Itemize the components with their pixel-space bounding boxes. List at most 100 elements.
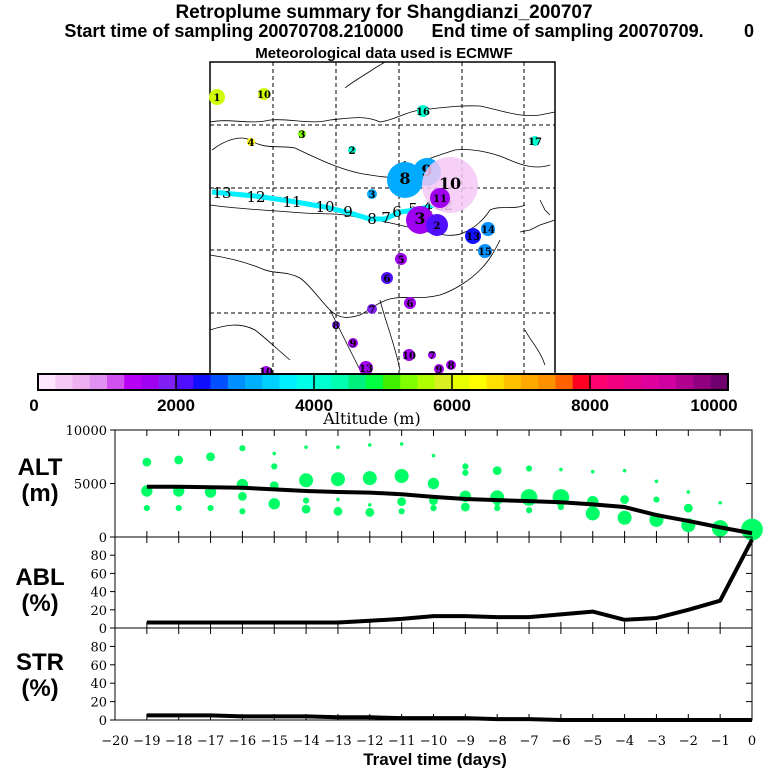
colorbar-swatch	[176, 374, 194, 390]
cluster-marker	[381, 272, 393, 284]
cluster-marker	[428, 351, 436, 359]
colorbar-swatch	[107, 374, 125, 390]
altitude-scatter-point	[557, 503, 565, 511]
altitude-scatter-point	[206, 452, 215, 462]
altitude-scatter-point	[303, 497, 310, 504]
colorbar-swatch	[521, 374, 539, 390]
trajectory-label: 13	[212, 184, 231, 202]
altitude-scatter-point	[368, 503, 372, 507]
altitude-scatter-point	[741, 518, 763, 541]
y-tick-label: 60	[90, 659, 107, 674]
alt-series-line	[146, 484, 753, 536]
colorbar-swatch	[641, 374, 660, 390]
colorbar-swatch	[590, 374, 608, 390]
colorbar-swatch	[314, 374, 332, 390]
colorbar-swatch	[158, 374, 177, 390]
x-tick-label: −17	[197, 734, 224, 749]
colorbar-swatch	[296, 374, 315, 390]
cluster-marker	[446, 360, 456, 370]
altitude-scatter-point	[398, 508, 405, 515]
colorbar-swatch	[141, 374, 160, 390]
colorbar-tick-label: 4000	[295, 396, 333, 415]
altitude-scatter-point	[330, 472, 345, 487]
x-tick-label: −7	[519, 734, 538, 749]
map: 13121110987654321 1104321617893101132141…	[209, 61, 556, 378]
colorbar-swatch	[693, 374, 712, 390]
x-tick-label: −14	[292, 734, 319, 749]
x-tick-label: −16	[229, 734, 256, 749]
altitude-scatter-point	[207, 505, 214, 512]
colorbar-swatch	[55, 374, 73, 390]
y-tick-label: 80	[90, 549, 107, 564]
altitude-scatter-point	[718, 500, 722, 505]
altitude-scatter-point	[617, 510, 632, 525]
altitude-scatter-point	[333, 506, 343, 516]
cluster-label: 11	[433, 194, 447, 205]
altitude-scatter-point	[460, 502, 470, 512]
colorbar-swatch	[365, 374, 384, 390]
abl-panel-title: ABL (%)	[0, 565, 80, 617]
y-tick-label: 40	[90, 586, 107, 601]
colorbar-swatch	[72, 374, 91, 390]
cluster-label: 8	[448, 361, 455, 372]
cluster-label: 5	[398, 255, 405, 266]
altitude-scatter-point	[362, 471, 377, 486]
colorbar-swatch	[245, 374, 263, 390]
colorbar-swatch	[331, 374, 349, 390]
cluster-marker	[367, 304, 377, 314]
x-tick-label: −12	[356, 734, 383, 749]
cluster-label: 9	[350, 339, 357, 350]
cluster-label: 3	[299, 130, 306, 141]
str-series-line	[146, 713, 752, 722]
end-time-tail: 0	[743, 21, 754, 41]
altitude-scatter-point	[394, 469, 409, 484]
cluster-label: 3	[369, 190, 376, 201]
cluster-marker	[395, 253, 407, 265]
altitude-colorbar: 0 2000 4000 6000 8000 10000	[29, 373, 738, 415]
abl-panel: 0 20 40 60 80	[90, 536, 754, 637]
y-tick-label: 0	[99, 622, 107, 637]
altitude-scatter-point	[430, 505, 437, 512]
altitude-scatter-point	[622, 468, 627, 473]
y-tick-label: 60	[90, 567, 107, 582]
colorbar-swatch	[624, 374, 643, 390]
x-tick-label: −8	[488, 734, 507, 749]
cluster-label: 1	[214, 93, 221, 104]
cluster-marker	[332, 321, 340, 329]
cluster-marker	[298, 130, 306, 138]
colorbar-swatch	[348, 374, 367, 390]
trajectory-label: 9	[343, 203, 353, 221]
cluster-marker	[417, 105, 429, 117]
x-tick-label: −3	[647, 734, 666, 749]
y-tick-label: 0	[99, 714, 107, 729]
colorbar-swatch	[279, 374, 298, 390]
cluster-marker	[258, 88, 270, 100]
cluster-label: 7	[429, 351, 436, 362]
colorbar-swatch	[262, 374, 280, 390]
x-tick-label: −15	[261, 734, 288, 749]
cluster-label: 8	[399, 169, 410, 188]
cluster-marker	[209, 89, 225, 105]
altitude-scatter-point	[336, 497, 340, 502]
colorbar-swatch	[434, 374, 453, 390]
plume-clusters: 1104321617893101132141315566789101379810	[209, 88, 542, 378]
colorbar-swatch	[193, 374, 211, 390]
cluster-label: 13	[359, 364, 373, 375]
cluster-marker	[478, 244, 492, 258]
cluster-marker	[348, 338, 358, 348]
cluster-marker	[430, 188, 450, 208]
altitude-scatter-point	[686, 490, 691, 494]
colorbar-swatch	[486, 374, 505, 390]
altitude-scatter-point	[462, 469, 469, 476]
altitude-scatter-point	[590, 469, 595, 474]
x-axis-label: Travel time (days)	[363, 750, 507, 768]
cluster-label: 10	[259, 367, 273, 378]
cluster-marker	[359, 361, 373, 375]
abl-unit: (%)	[21, 590, 59, 617]
colorbar-swatch	[89, 374, 108, 390]
altitude-scatter-point	[336, 445, 340, 449]
cluster-marker	[348, 146, 356, 154]
trajectory-label: 7	[381, 209, 391, 227]
colorbar-tick-label: 0	[29, 396, 38, 415]
x-tick-label: −10	[420, 734, 447, 749]
